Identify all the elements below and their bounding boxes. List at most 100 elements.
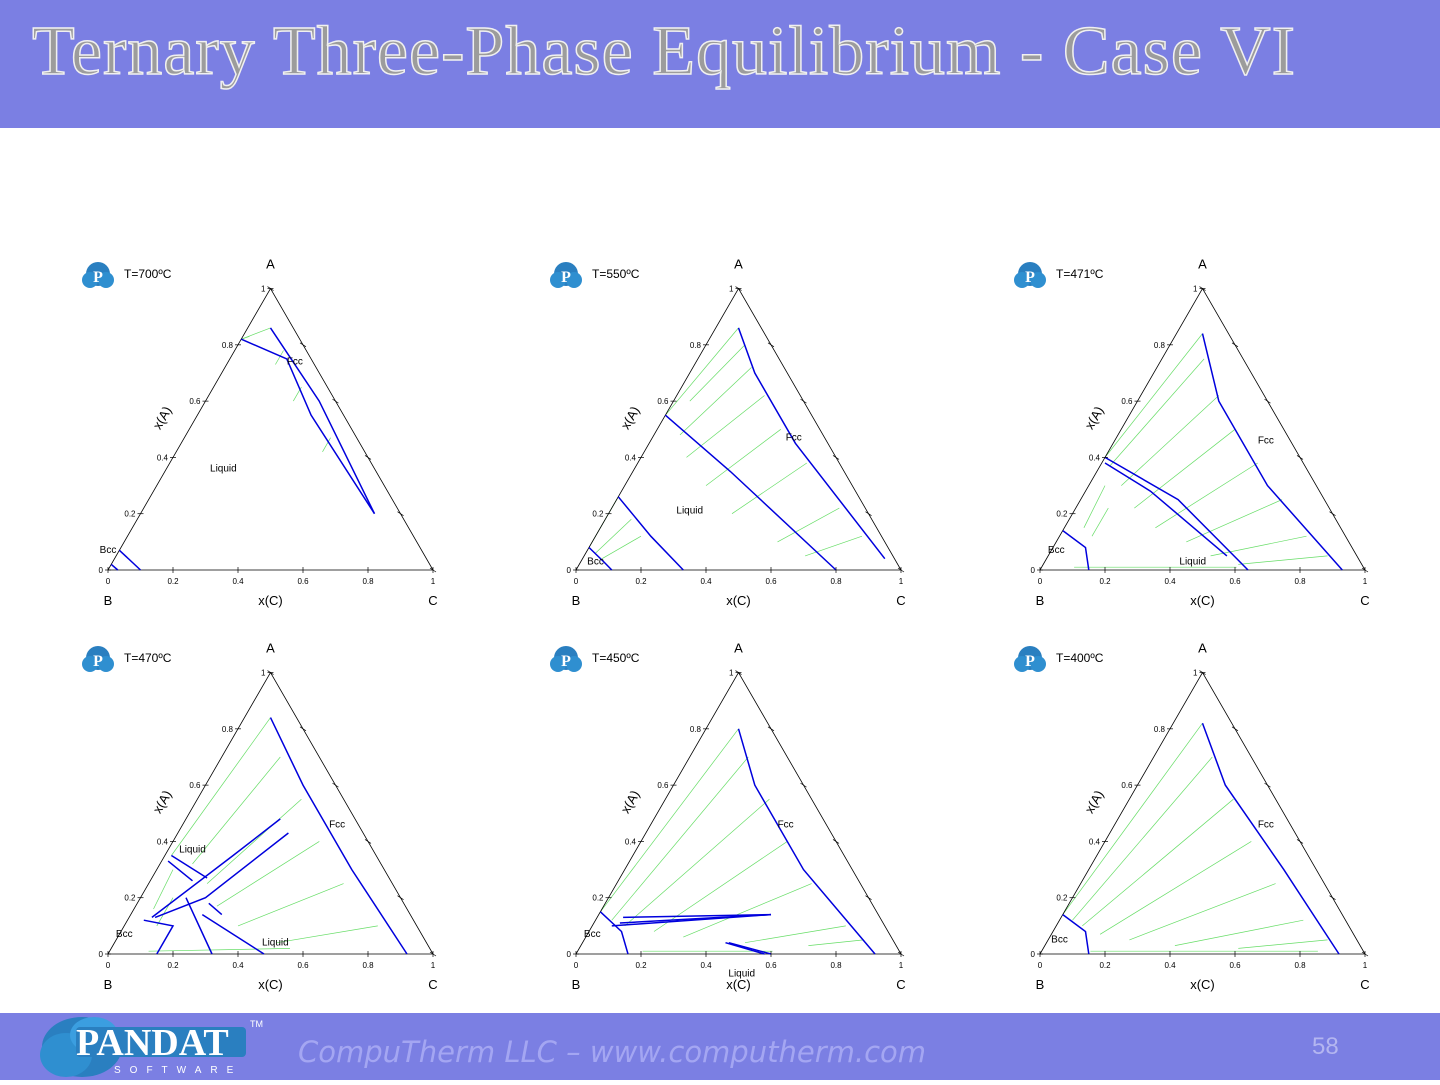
phase-boundary (1201, 722, 1340, 955)
phase-boundary (1201, 333, 1343, 571)
tick-label-xc: 0.4 (700, 577, 712, 586)
temperature-label: T=400ºC (1056, 651, 1104, 665)
tie-line (276, 925, 378, 944)
tick-label-xc: 0 (574, 961, 579, 970)
logo-text: PANDAT (76, 1022, 229, 1064)
tick-label-xc: 0.2 (167, 577, 179, 586)
tick-mark (1329, 895, 1336, 900)
phase-boundary (269, 717, 408, 955)
tick-mark (832, 839, 840, 844)
temperature-label: T=471ºC (1056, 267, 1104, 281)
phase-boundary (154, 832, 289, 919)
tick-label-xc: 1 (431, 577, 436, 586)
tie-line (153, 869, 174, 910)
svg-text:P: P (561, 653, 571, 670)
vertex-label-a: A (734, 257, 743, 272)
tick-mark (1264, 782, 1271, 788)
tick-label-xa: 1 (729, 669, 734, 678)
tie-line (744, 925, 846, 944)
phase-boundary (728, 941, 772, 955)
tick-label-xc: 0 (1038, 577, 1043, 586)
slide-footer: PANDAT SOFTWARE TM CompuTherm LLC – www.… (0, 1013, 1440, 1080)
phase-label: Fcc (329, 819, 345, 830)
y-axis-label: x(A) (1082, 404, 1107, 432)
tick-label-xc: 0.4 (700, 961, 712, 970)
phase-label: Fcc (1258, 819, 1274, 830)
phase-label: Liquid (676, 506, 703, 517)
tick-mark (364, 455, 372, 460)
pandat-logo: PANDAT SOFTWARE TM (36, 1013, 266, 1080)
tick-label-xc: 0 (574, 577, 579, 586)
tie-line (206, 798, 302, 884)
temperature-label: T=470ºC (124, 651, 172, 665)
tick-label-xa: 1 (1193, 669, 1198, 678)
tick-mark (397, 511, 404, 516)
tick-mark (267, 286, 274, 291)
tick-mark (832, 455, 840, 460)
tie-line (624, 798, 770, 927)
x-axis-label: x(C) (1190, 593, 1215, 608)
tick-mark (1296, 839, 1304, 844)
tick-label-xc: 0.6 (765, 961, 777, 970)
tick-mark (1296, 455, 1304, 460)
tie-line (808, 939, 864, 946)
ternary-diagram: 00 0.2 0.2 0.4 0.4 0.6 0.6 0.8 0.8 1 1 A B Cx(C) x(A) F… (82, 257, 438, 608)
phase-boundary (151, 818, 281, 918)
tie-line (777, 507, 840, 543)
tick-label-xc: 0.4 (1164, 961, 1176, 970)
phase-label: Bcc (1048, 545, 1065, 556)
tie-line (595, 519, 632, 554)
phase-boundary (1104, 456, 1249, 571)
tick-mark (364, 839, 372, 844)
tick-mark (735, 670, 742, 675)
pandat-p-icon: P (550, 262, 582, 288)
vertex-label-b: B (104, 593, 113, 608)
tick-mark (865, 511, 872, 516)
tick-label-xa: 0.6 (657, 397, 669, 406)
phase-boundary (617, 496, 684, 571)
vertex-label-b: B (1036, 593, 1045, 608)
tie-line (689, 344, 746, 402)
tick-label-xa: 0.4 (1089, 837, 1101, 846)
tick-label-xa: 0.8 (222, 341, 234, 350)
tick-label-xa: 0.2 (1056, 510, 1068, 519)
tie-line (275, 350, 284, 365)
tick-label-xa: 0.6 (1121, 781, 1133, 790)
vertex-label-c: C (896, 593, 905, 608)
tie-line (1104, 333, 1203, 458)
x-axis-label: x(C) (258, 593, 283, 608)
tick-label-xa: 1 (729, 285, 734, 294)
svg-text:P: P (93, 653, 103, 670)
tie-line (148, 948, 291, 952)
tie-line (1174, 919, 1304, 946)
tick-label-xc: 0.2 (1099, 577, 1111, 586)
tick-label-xa: 0.8 (1154, 725, 1166, 734)
svg-text:P: P (1025, 269, 1035, 286)
phase-boundary (1104, 462, 1228, 557)
tick-mark (332, 398, 339, 404)
tick-mark (767, 726, 775, 732)
tick-label-xc: 0.4 (1164, 577, 1176, 586)
tick-label-xa: 0 (99, 950, 104, 959)
tick-label-xc: 1 (431, 961, 436, 970)
tie-line (731, 462, 807, 514)
tie-line (804, 535, 863, 557)
tick-label-xa: 0.2 (1056, 894, 1068, 903)
tie-line (1129, 883, 1276, 941)
tick-mark (735, 286, 742, 291)
phase-label: Liquid (262, 938, 289, 949)
tie-line (1062, 722, 1203, 915)
triangle-frame (1039, 671, 1366, 955)
ternary-diagram: 00 0.2 0.2 0.4 0.4 0.6 0.6 0.8 0.8 1 1 A B Cx(C) x(A) F… (550, 641, 906, 992)
tie-line (1121, 395, 1220, 486)
tie-line (1210, 535, 1307, 557)
phase-boundary (269, 327, 376, 515)
phase-boundary (737, 327, 886, 560)
phase-boundary (167, 860, 193, 882)
phase-label: Bcc (1051, 935, 1068, 946)
vertex-label-a: A (266, 257, 275, 272)
tie-line (601, 535, 642, 560)
